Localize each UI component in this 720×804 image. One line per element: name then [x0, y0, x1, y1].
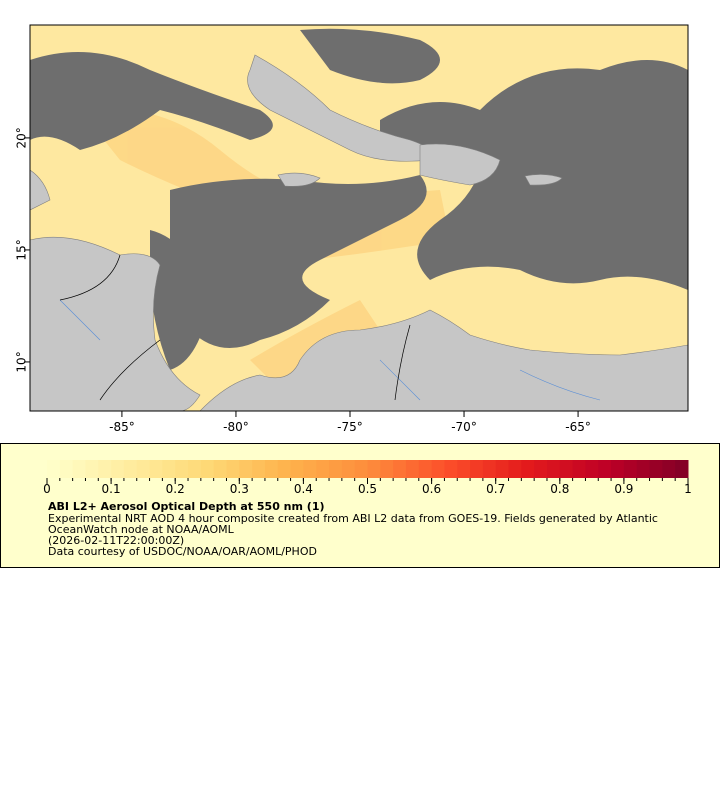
colorbar-tick-label: 0.8: [550, 482, 569, 496]
colorbar-swatch: [59, 460, 74, 478]
colorbar-tick-label: 0.2: [166, 482, 185, 496]
legend-line: OceanWatch node at NOAA/AOML: [48, 523, 235, 536]
colorbar-swatch: [316, 460, 330, 478]
colorbar-tick-label: 0.5: [358, 482, 377, 496]
colorbar-swatch: [162, 460, 176, 478]
colorbar-swatch: [98, 460, 112, 478]
colorbar-swatch: [418, 460, 433, 478]
hispaniola: [419, 143, 501, 186]
colorbar-swatch: [534, 460, 548, 478]
colorbar-swatch: [559, 460, 574, 478]
legend-line: Experimental NRT AOD 4 hour composite cr…: [48, 512, 658, 525]
colorbar-swatch: [470, 460, 484, 478]
map: [30, 25, 688, 411]
colorbar-swatch: [213, 460, 227, 478]
map-frame: [29, 24, 689, 412]
colorbar-swatch: [136, 460, 151, 478]
colorbar-swatch: [329, 460, 343, 478]
colorbar-swatch: [149, 460, 163, 478]
colorbar-swatch: [495, 460, 510, 478]
colorbar-tick-label: 0.1: [102, 482, 121, 496]
colorbar-swatch: [239, 460, 253, 478]
central-america: [30, 236, 201, 411]
y-tick-label: 10°: [15, 351, 29, 372]
colorbar-swatch: [508, 460, 522, 478]
colorbar-swatch: [405, 460, 420, 478]
colorbar-swatch: [546, 460, 561, 478]
colorbar-swatch: [188, 460, 202, 478]
land: [30, 54, 688, 411]
rivers: [59, 299, 601, 401]
colorbar-tick-label: 0.9: [614, 482, 633, 496]
colorbar-swatch: [341, 460, 356, 478]
colorbar-swatch: [623, 460, 638, 478]
colorbar-swatch: [72, 460, 86, 478]
x-tick-label: -65°: [565, 420, 591, 434]
colorbar-swatch: [367, 460, 381, 478]
jamaica: [277, 172, 321, 187]
colorbar-swatch: [572, 460, 586, 478]
colorbar-swatch: [252, 460, 266, 478]
colorbar-swatch: [585, 460, 599, 478]
x-tick-label: -70°: [451, 420, 477, 434]
colorbar-swatch: [521, 460, 535, 478]
colorbar-tick-label: 0.3: [230, 482, 249, 496]
colorbar-swatch: [393, 460, 407, 478]
colorbar-swatch: [662, 460, 676, 478]
colorbar-swatch: [598, 460, 612, 478]
colorbar-swatch: [649, 460, 663, 478]
y-tick-label: 20°: [15, 127, 29, 148]
colorbar-tick-label: 1: [684, 482, 692, 496]
legend-line: Data courtesy of USDOC/NOAA/OAR/AOML/PHO…: [48, 545, 317, 558]
colorbar-swatch: [85, 460, 99, 478]
colorbar-swatch: [175, 460, 189, 478]
colorbar-swatch: [611, 460, 625, 478]
y-tick-label: 15°: [15, 239, 29, 260]
x-tick-label: -80°: [223, 420, 249, 434]
colorbar-swatch: [636, 460, 651, 478]
legend-line: (2026-02-11T22:00:00Z): [48, 534, 184, 547]
colorbar-swatch: [303, 460, 317, 478]
puerto-rico: [524, 174, 563, 186]
colorbar-swatch: [675, 460, 689, 478]
colorbar-tick-label: 0.6: [422, 482, 441, 496]
colorbar-swatch: [200, 460, 215, 478]
x-tick-label: -75°: [337, 420, 363, 434]
colorbar-swatch: [264, 460, 279, 478]
south-america: [199, 309, 688, 411]
colorbar-swatch: [354, 460, 368, 478]
colorbar-swatch: [444, 460, 458, 478]
x-tick-label: -85°: [109, 420, 135, 434]
colorbar-swatch: [457, 460, 471, 478]
colorbar-swatch: [47, 460, 61, 478]
colorbar-swatch: [111, 460, 125, 478]
yucatan: [30, 169, 51, 211]
colorbar-tick-label: 0.7: [486, 482, 505, 496]
legend-title: ABI L2+ Aerosol Optical Depth at 550 nm …: [48, 500, 325, 513]
borders: [59, 254, 411, 401]
colorbar-swatch: [290, 460, 304, 478]
colorbar-swatch: [482, 460, 497, 478]
colorbar-swatch: [123, 460, 138, 478]
colorbar-swatch: [226, 460, 240, 478]
colorbar-swatch: [277, 460, 292, 478]
colorbar-swatch: [431, 460, 445, 478]
colorbar-tick-label: 0.4: [294, 482, 313, 496]
colorbar-tick-label: 0: [43, 482, 51, 496]
colorbar-swatch: [380, 460, 394, 478]
